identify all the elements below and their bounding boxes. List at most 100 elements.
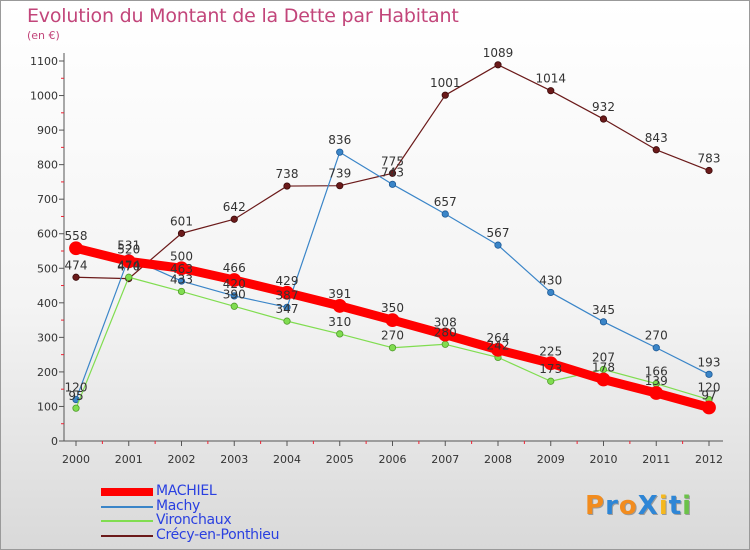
y-tick-label: 300 — [37, 331, 58, 344]
y-tick-label: 800 — [37, 159, 58, 172]
x-tick-label: 2000 — [62, 453, 90, 466]
data-point-cr-cy-en-ponthieu — [230, 215, 238, 223]
data-point-cr-cy-en-ponthieu — [599, 115, 608, 123]
data-label-vironchaux: 433 — [170, 272, 193, 286]
data-label-cr-cy-en-ponthieu: 775 — [381, 154, 404, 168]
legend-swatch — [101, 520, 153, 522]
data-point-vironchaux — [547, 377, 555, 385]
data-label-machy: 567 — [487, 226, 510, 240]
data-label-cr-cy-en-ponthieu: 1014 — [535, 72, 566, 86]
data-label-machy: 836 — [328, 133, 351, 147]
legend-label: Crécy-en-Ponthieu — [156, 526, 280, 543]
legend-swatch — [101, 505, 153, 508]
data-label-machiel: 558 — [65, 229, 88, 243]
x-tick-label: 2012 — [695, 453, 723, 466]
x-tick-label: 2004 — [273, 453, 301, 466]
logo-letter: i — [682, 491, 693, 521]
data-label-vironchaux: 474 — [117, 258, 140, 272]
x-tick-label: 2010 — [590, 453, 618, 466]
data-label-vironchaux: 207 — [592, 350, 615, 364]
data-label-cr-cy-en-ponthieu: 843 — [645, 131, 668, 145]
data-label-cr-cy-en-ponthieu: 642 — [223, 200, 246, 214]
data-label-cr-cy-en-ponthieu: 783 — [698, 152, 721, 166]
data-label-machy: 657 — [434, 195, 457, 209]
logo-letter: o — [618, 491, 638, 521]
data-point-machy — [336, 148, 344, 156]
unit-label: (en €) — [27, 29, 60, 42]
data-label-machy: 345 — [592, 303, 615, 317]
data-label-vironchaux: 173 — [539, 362, 562, 376]
proxiti-logo: ProXiti — [585, 491, 692, 521]
data-point-vironchaux — [177, 287, 186, 296]
data-point-cr-cy-en-ponthieu — [652, 146, 660, 154]
y-tick-label: 1000 — [30, 90, 58, 103]
data-label-machiel: 225 — [539, 344, 562, 358]
data-label-machy: 387 — [276, 288, 299, 302]
data-point-machiel — [332, 299, 347, 313]
data-point-machy — [230, 292, 238, 300]
data-point-machy — [494, 241, 502, 249]
data-label-vironchaux: 390 — [223, 287, 246, 301]
y-tick-label: 0 — [51, 435, 58, 448]
data-label-machiel: 264 — [487, 331, 510, 345]
data-label-machiel: 139 — [645, 374, 668, 388]
data-label-machiel: 500 — [170, 249, 193, 263]
data-label-vironchaux: 280 — [434, 325, 457, 339]
data-label-machy: 531 — [117, 239, 140, 253]
x-tick-label: 2005 — [326, 453, 354, 466]
data-label-machiel: 520 — [117, 242, 140, 256]
logo-letter: r — [605, 491, 619, 521]
data-label-machy: 430 — [539, 273, 562, 287]
data-label-machiel: 97 — [701, 388, 716, 402]
chart-title: Evolution du Montant de la Dette par Hab… — [27, 5, 459, 27]
x-tick-label: 2007 — [431, 453, 459, 466]
data-label-machy: 463 — [170, 262, 193, 276]
data-label-cr-cy-en-ponthieu: 1089 — [483, 46, 514, 60]
data-point-cr-cy-en-ponthieu — [494, 61, 502, 69]
data-label-machy: 270 — [645, 329, 668, 343]
data-label-machiel: 391 — [328, 287, 351, 301]
data-label-machiel: 429 — [276, 274, 299, 288]
data-point-machiel — [438, 327, 453, 342]
data-label-machiel: 178 — [592, 361, 615, 375]
data-point-cr-cy-en-ponthieu — [283, 182, 291, 190]
x-tick-label: 2002 — [168, 453, 196, 466]
data-point-machy — [283, 303, 291, 311]
y-tick-label: 900 — [37, 124, 58, 137]
y-tick-label: 500 — [37, 262, 58, 275]
data-label-machy: 743 — [381, 165, 404, 179]
data-label-cr-cy-en-ponthieu: 738 — [276, 167, 299, 181]
logo-letter: i — [658, 491, 669, 521]
data-point-cr-cy-en-ponthieu — [705, 166, 713, 175]
y-tick-label: 1100 — [30, 55, 58, 68]
data-point-machy — [177, 277, 186, 285]
data-label-cr-cy-en-ponthieu: 1001 — [430, 76, 461, 90]
data-point-vironchaux — [336, 330, 344, 338]
data-point-cr-cy-en-ponthieu — [72, 273, 80, 281]
data-point-machiel — [702, 400, 716, 415]
data-point-machiel — [385, 313, 400, 327]
data-label-machy: 120 — [65, 381, 88, 395]
data-label-machiel: 466 — [223, 261, 246, 275]
legend-swatch — [101, 488, 153, 496]
data-label-cr-cy-en-ponthieu: 601 — [170, 214, 193, 228]
data-point-machiel — [227, 273, 242, 287]
data-point-cr-cy-en-ponthieu — [336, 182, 344, 190]
x-tick-label: 2003 — [220, 453, 248, 466]
legend-swatch — [101, 534, 153, 537]
data-label-vironchaux: 166 — [645, 365, 668, 379]
logo-letter: t — [668, 491, 683, 521]
data-point-machiel — [543, 356, 558, 371]
data-label-cr-cy-en-ponthieu: 739 — [328, 167, 351, 181]
data-label-vironchaux: 120 — [698, 381, 721, 395]
data-label-machy: 193 — [698, 355, 721, 369]
data-point-vironchaux — [230, 302, 238, 310]
data-label-vironchaux: 270 — [381, 329, 404, 343]
data-point-cr-cy-en-ponthieu — [547, 87, 555, 95]
legend-label: MACHIEL — [156, 483, 217, 499]
data-label-machiel: 350 — [381, 301, 404, 315]
data-label-machy: 420 — [223, 277, 246, 291]
data-point-machiel — [69, 241, 83, 256]
